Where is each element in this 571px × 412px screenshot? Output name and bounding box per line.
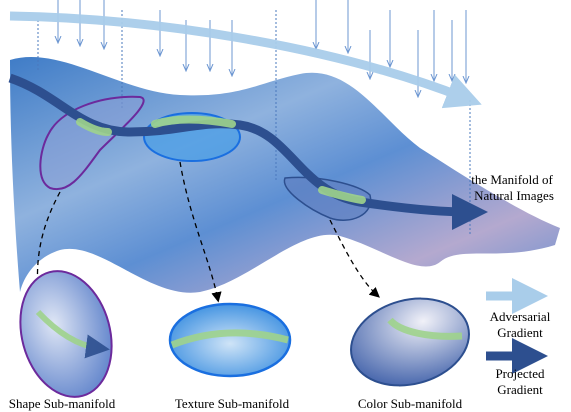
color-submanifold (341, 286, 479, 398)
legend-label: Gradient (497, 325, 543, 340)
legend-label: Projected (495, 366, 545, 381)
submanifold-label: Color Sub-manifold (358, 396, 463, 411)
legend-label: Gradient (497, 382, 543, 397)
manifold-label: the Manifold of (471, 172, 553, 187)
legend-label: Adversarial (490, 309, 551, 324)
manifold-label: Natural Images (474, 188, 554, 203)
diagram: the Manifold of Natural Images Adversari… (0, 0, 571, 412)
submanifold-label: Shape Sub-manifold (9, 396, 116, 411)
submanifold-label: Texture Sub-manifold (175, 396, 290, 411)
